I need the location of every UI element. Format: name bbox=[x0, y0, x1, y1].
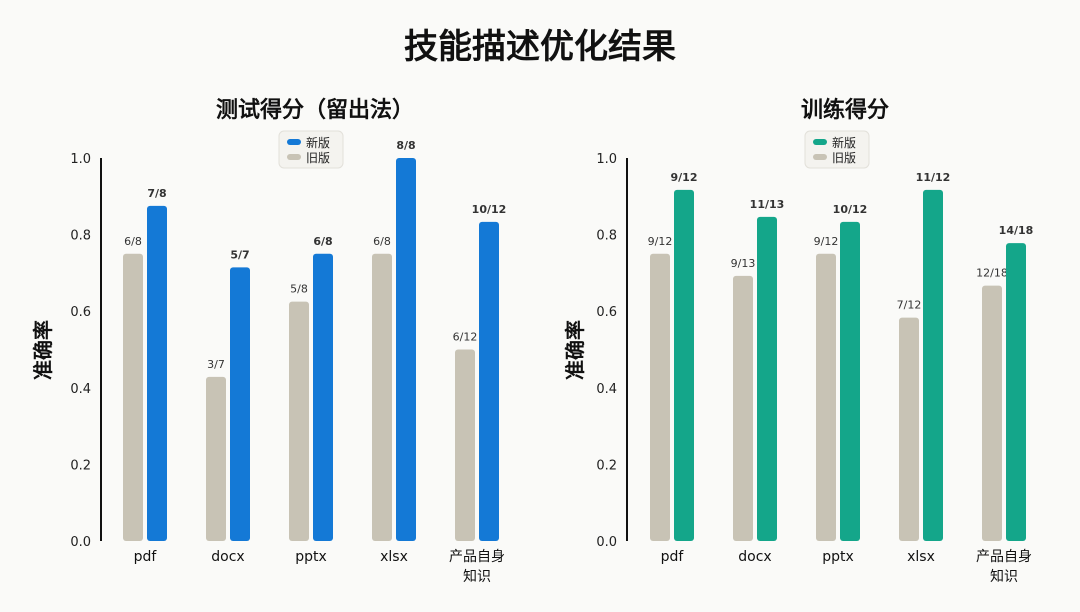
bar-old bbox=[899, 317, 919, 541]
bar-new bbox=[840, 221, 860, 541]
data-label: 7/8 bbox=[147, 187, 166, 200]
bar-new bbox=[1006, 243, 1026, 541]
data-label: 6/8 bbox=[124, 235, 142, 248]
data-label: 9/12 bbox=[814, 235, 839, 248]
y-tick-label: 0.2 bbox=[596, 458, 617, 473]
y-tick-label: 0.6 bbox=[596, 305, 617, 320]
x-tick-label: xlsx bbox=[907, 549, 935, 565]
x-tick-label: xlsx bbox=[380, 549, 408, 565]
data-label: 6/12 bbox=[453, 331, 478, 344]
bar-old bbox=[123, 253, 143, 541]
x-tick-label: 知识 bbox=[463, 568, 491, 585]
data-label: 6/8 bbox=[313, 235, 332, 248]
data-label: 3/7 bbox=[207, 358, 225, 371]
y-tick-label: 0.4 bbox=[596, 382, 617, 397]
bar-old bbox=[816, 253, 836, 541]
bar-old bbox=[455, 349, 475, 541]
legend-swatch bbox=[287, 139, 301, 145]
main-title: 技能描述优化结果 bbox=[404, 27, 676, 67]
data-label: 14/18 bbox=[999, 224, 1034, 237]
x-tick-label: pdf bbox=[134, 549, 158, 565]
y-tick-label: 0.0 bbox=[596, 535, 617, 550]
x-tick-label: 产品自身 bbox=[976, 549, 1032, 565]
legend-label: 新版 bbox=[832, 135, 856, 150]
bar-new bbox=[230, 267, 250, 541]
y-tick-label: 0.8 bbox=[596, 229, 617, 244]
chart-title: 训练得分 bbox=[801, 97, 889, 123]
bar-new bbox=[147, 205, 167, 541]
y-tick-label: 1.0 bbox=[70, 152, 91, 167]
data-label: 12/18 bbox=[976, 267, 1008, 280]
data-label: 7/12 bbox=[897, 299, 922, 312]
data-label: 9/13 bbox=[731, 257, 756, 270]
bar-old bbox=[372, 253, 392, 541]
y-tick-label: 0.2 bbox=[70, 458, 91, 473]
x-tick-label: 产品自身 bbox=[449, 549, 505, 565]
legend-label: 旧版 bbox=[832, 151, 856, 165]
data-label: 5/7 bbox=[230, 248, 249, 261]
x-tick-label: 知识 bbox=[990, 568, 1018, 585]
legend-label: 新版 bbox=[306, 135, 330, 150]
bar-old bbox=[733, 275, 753, 541]
data-label: 10/12 bbox=[472, 203, 507, 216]
data-label: 9/12 bbox=[648, 235, 673, 248]
data-label: 8/8 bbox=[396, 139, 415, 152]
bar-old bbox=[289, 301, 309, 541]
data-label: 5/8 bbox=[290, 283, 308, 296]
y-tick-label: 0.4 bbox=[70, 382, 91, 397]
y-tick-label: 0.8 bbox=[70, 229, 91, 244]
y-axis-label: 准确率 bbox=[563, 320, 587, 380]
chart-title: 测试得分（留出法） bbox=[216, 97, 414, 123]
legend-label: 旧版 bbox=[306, 151, 330, 165]
bar-old bbox=[650, 253, 670, 541]
y-tick-label: 0.6 bbox=[70, 305, 91, 320]
data-label: 11/12 bbox=[916, 171, 951, 184]
bar-new bbox=[674, 189, 694, 541]
y-tick-label: 0.0 bbox=[70, 535, 91, 550]
data-label: 10/12 bbox=[833, 203, 868, 216]
data-label: 9/12 bbox=[671, 171, 698, 184]
y-tick-label: 1.0 bbox=[596, 152, 617, 167]
bar-new bbox=[757, 216, 777, 541]
x-tick-label: pptx bbox=[822, 549, 854, 565]
legend-swatch bbox=[813, 139, 827, 145]
legend-swatch bbox=[287, 154, 301, 160]
x-tick-label: docx bbox=[738, 549, 771, 565]
legend-swatch bbox=[813, 154, 827, 160]
y-axis-label: 准确率 bbox=[31, 320, 55, 380]
x-tick-label: pptx bbox=[295, 549, 327, 565]
x-tick-label: pdf bbox=[661, 549, 685, 565]
bar-new bbox=[313, 253, 333, 541]
data-label: 11/13 bbox=[750, 198, 785, 211]
x-tick-label: docx bbox=[211, 549, 244, 565]
bar-old bbox=[206, 376, 226, 541]
bar-new bbox=[479, 221, 499, 541]
bar-new bbox=[923, 189, 943, 541]
bar-old bbox=[982, 285, 1002, 541]
data-label: 6/8 bbox=[373, 235, 391, 248]
bar-new bbox=[396, 158, 416, 541]
